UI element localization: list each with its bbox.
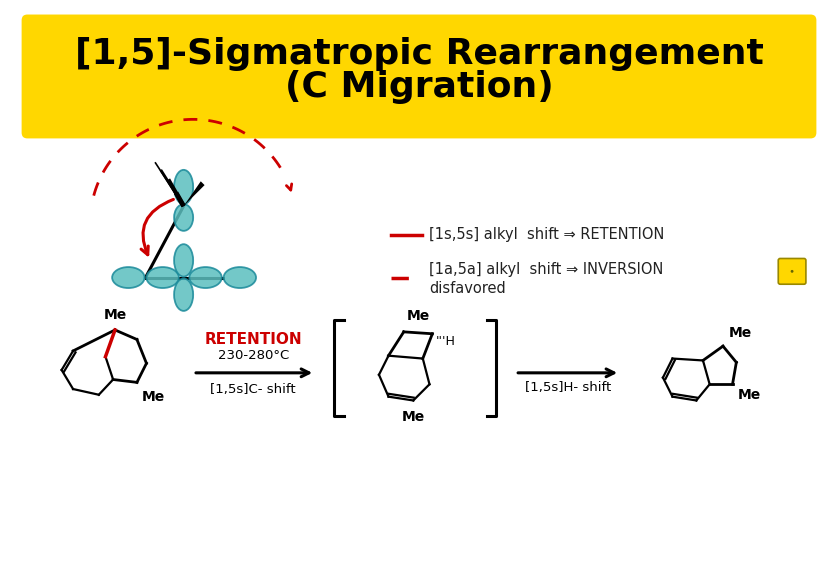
Ellipse shape: [174, 204, 193, 231]
FancyArrowPatch shape: [141, 200, 173, 254]
Ellipse shape: [174, 170, 193, 204]
FancyBboxPatch shape: [779, 258, 806, 284]
Text: RETENTION: RETENTION: [204, 332, 302, 347]
Ellipse shape: [224, 267, 256, 288]
Text: (C Migration): (C Migration): [285, 70, 553, 104]
Text: Me: Me: [406, 309, 430, 323]
Text: 230-280°C: 230-280°C: [218, 349, 289, 362]
Text: disfavored: disfavored: [430, 282, 506, 297]
Text: [1s,5s] alkyl  shift ⇒ RETENTION: [1s,5s] alkyl shift ⇒ RETENTION: [430, 227, 665, 242]
Text: [1,5s]C- shift: [1,5s]C- shift: [210, 383, 296, 396]
Text: Me: Me: [142, 390, 165, 404]
Text: [1,5]-Sigmatropic Rearrangement: [1,5]-Sigmatropic Rearrangement: [75, 36, 763, 70]
Ellipse shape: [112, 267, 144, 288]
Text: Me: Me: [729, 327, 752, 340]
Ellipse shape: [147, 267, 178, 288]
Ellipse shape: [174, 279, 193, 311]
Text: Me: Me: [738, 388, 762, 402]
Text: '''H: '''H: [436, 335, 456, 348]
Text: [1,5s]H- shift: [1,5s]H- shift: [525, 381, 611, 394]
Text: [1a,5a] alkyl  shift ⇒ INVERSION: [1a,5a] alkyl shift ⇒ INVERSION: [430, 263, 664, 278]
Text: Me: Me: [401, 410, 425, 424]
Ellipse shape: [790, 270, 794, 273]
FancyBboxPatch shape: [22, 14, 816, 138]
Text: Me: Me: [103, 308, 127, 323]
Ellipse shape: [189, 267, 222, 288]
Polygon shape: [184, 181, 204, 206]
Ellipse shape: [174, 244, 193, 276]
